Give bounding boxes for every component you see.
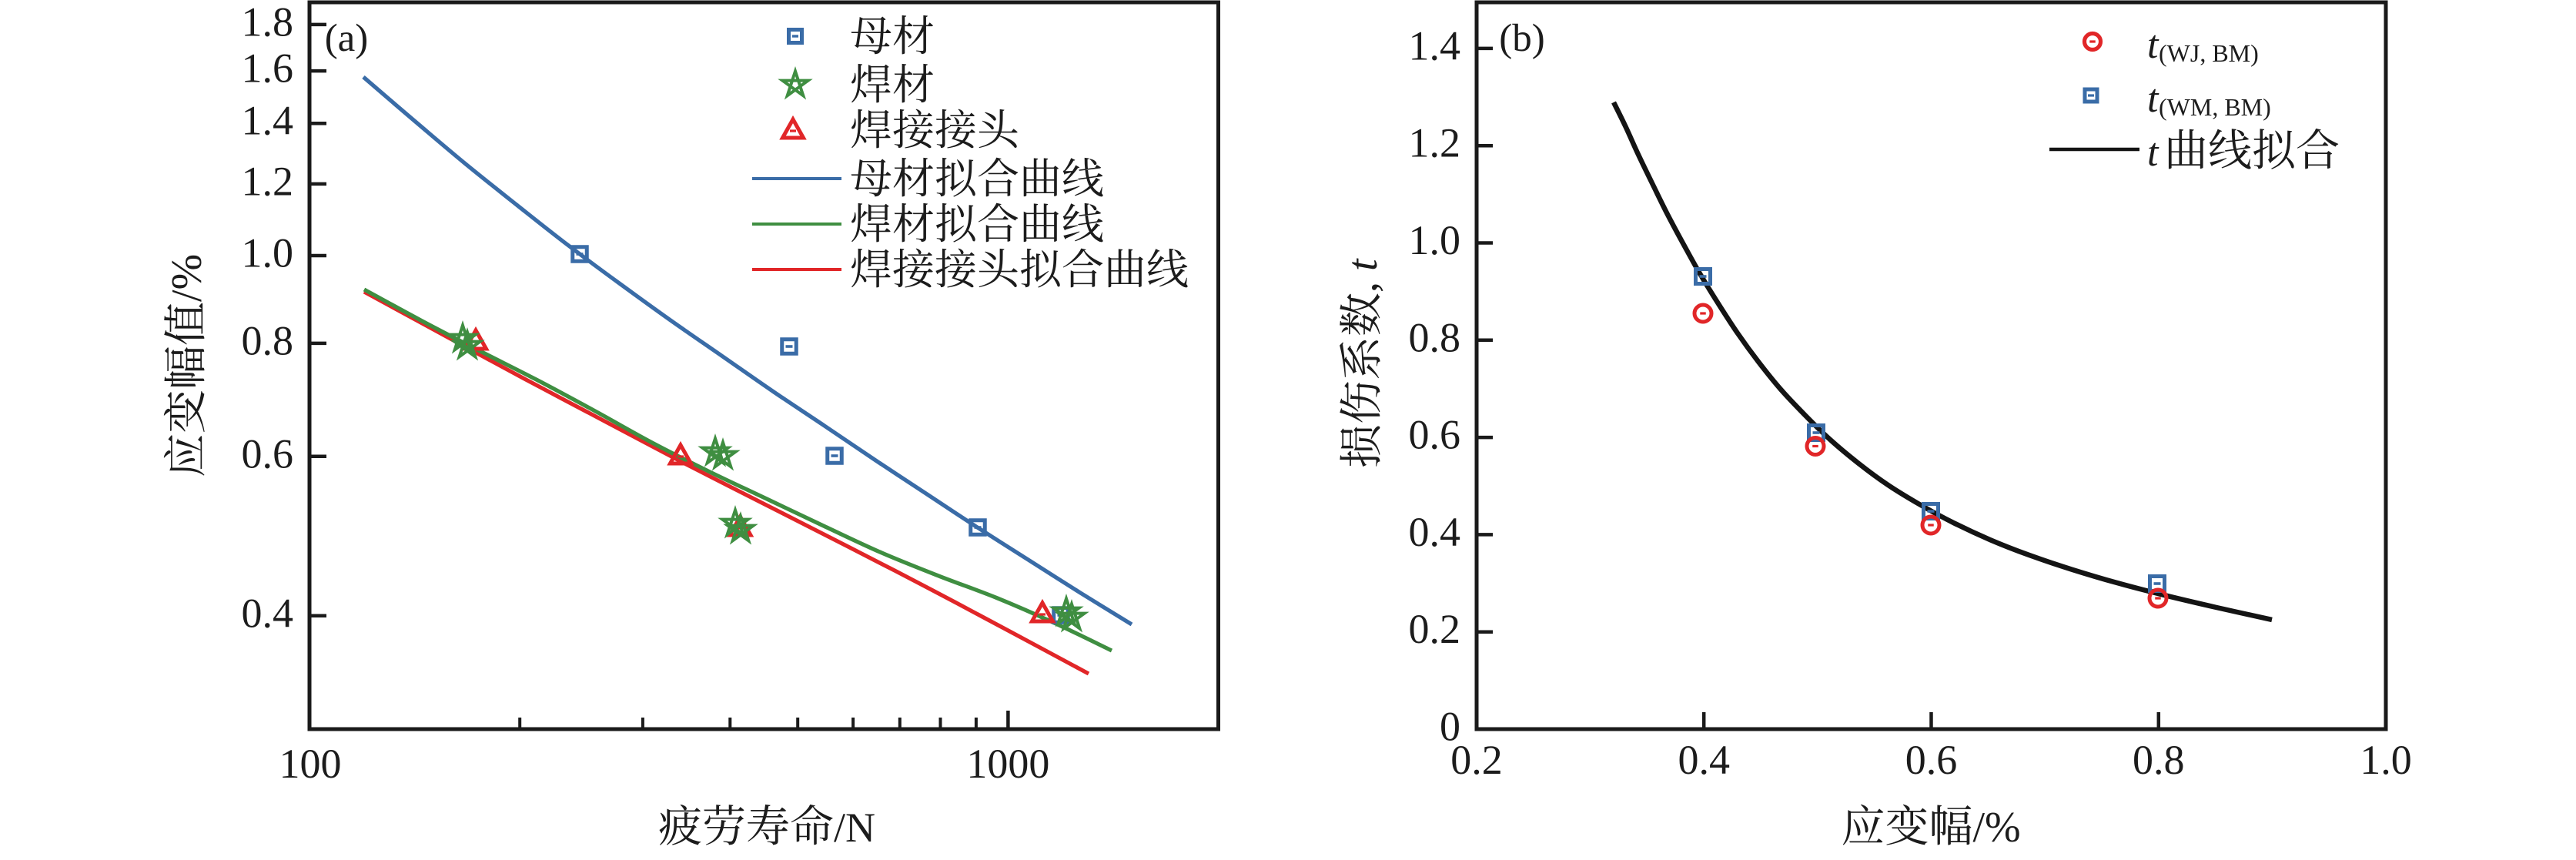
svg-text:(WJ, BM): (WJ, BM) [2159,39,2259,67]
svg-text:0.6: 0.6 [1409,412,1461,458]
svg-text:0.2: 0.2 [1450,737,1503,783]
svg-text:1000: 1000 [966,741,1049,787]
svg-text:0.4: 0.4 [1678,737,1730,783]
svg-text:0.4: 0.4 [1409,509,1461,555]
svg-text:1.8: 1.8 [242,0,294,45]
svg-text:, t: , t [1339,258,1387,293]
svg-text:0.8: 0.8 [1409,314,1461,360]
svg-text:/%: /% [1973,804,2021,852]
svg-text:0.6: 0.6 [242,430,294,477]
svg-text:t: t [2147,23,2159,67]
svg-text:(WM, BM): (WM, BM) [2159,93,2271,121]
svg-text:1.0: 1.0 [1409,217,1461,263]
svg-text:0.2: 0.2 [1409,606,1461,652]
svg-text:/N: /N [834,805,875,851]
svg-text:1.4: 1.4 [242,98,294,144]
svg-text:(a): (a) [325,17,369,60]
svg-text:0.4: 0.4 [242,590,294,636]
svg-text:1.6: 1.6 [242,45,294,92]
svg-text:0.8: 0.8 [2133,737,2185,783]
svg-text:1.0: 1.0 [242,230,294,276]
svg-text:/%: /% [163,254,211,302]
svg-text:1.0: 1.0 [2360,737,2412,783]
svg-text:(b): (b) [1499,17,1544,60]
svg-text:t: t [2147,77,2159,121]
svg-text:100: 100 [279,741,342,787]
svg-text:1.2: 1.2 [1409,120,1461,166]
svg-text:1.2: 1.2 [242,158,294,204]
svg-text:1.4: 1.4 [1409,22,1461,69]
svg-text:t: t [2147,131,2159,175]
svg-text:0: 0 [1440,704,1460,750]
svg-text:0.8: 0.8 [242,317,294,363]
svg-text:0.6: 0.6 [1905,737,1958,783]
